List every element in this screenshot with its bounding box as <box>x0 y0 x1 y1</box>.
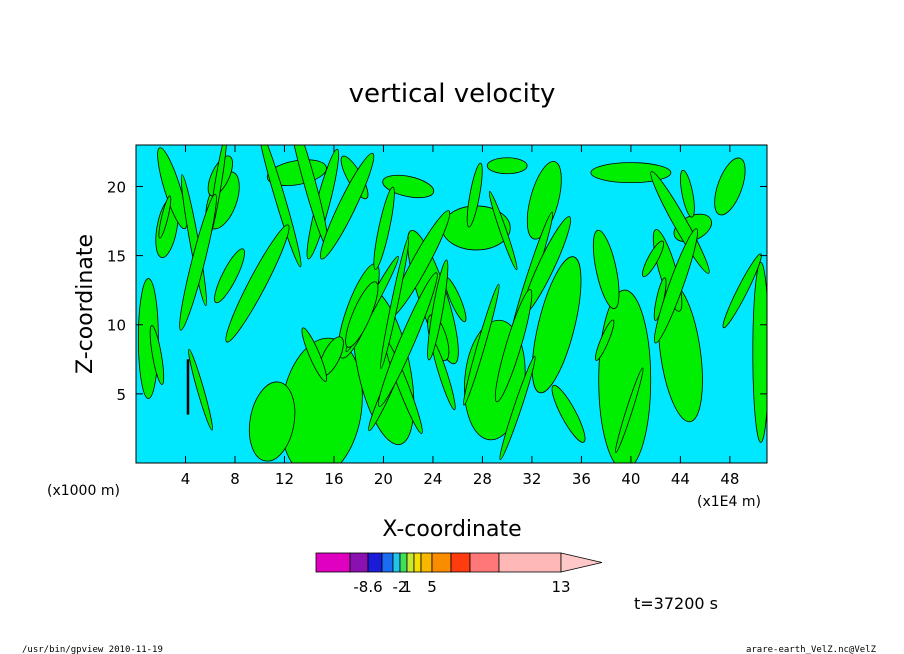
positive-velocity-region <box>526 161 562 240</box>
time-label: t=37200 s <box>634 594 718 613</box>
positive-velocity-region <box>531 256 582 394</box>
y-tick-label: 10 <box>107 317 126 335</box>
colorbar-segment <box>381 552 394 573</box>
colorbar-segment <box>399 552 408 573</box>
y-axis-label: Z-coordinate <box>73 234 98 374</box>
positive-velocity-region <box>680 169 695 218</box>
x-tick-label: 20 <box>374 470 393 488</box>
x-tick-label: 40 <box>621 470 640 488</box>
x-tick-label: 48 <box>720 470 739 488</box>
x-tick-label: 4 <box>181 470 191 488</box>
positive-velocity-region <box>488 190 518 271</box>
positive-velocity-region <box>463 283 500 406</box>
colorbar-segment <box>431 552 452 573</box>
positive-velocity-region <box>592 229 620 310</box>
x-tick-label: 16 <box>324 470 343 488</box>
x-tick-label: 24 <box>423 470 442 488</box>
positive-velocity-region <box>319 152 375 260</box>
positive-velocity-region <box>466 162 483 228</box>
colorbar-arrow <box>560 552 603 573</box>
positive-velocity-region <box>149 325 165 385</box>
positive-velocity-region <box>594 319 615 361</box>
positive-velocity-region <box>225 224 290 343</box>
y-tick-label: 15 <box>107 248 126 266</box>
colorbar-segment <box>498 552 562 573</box>
x-tick-label: 32 <box>522 470 541 488</box>
positive-velocity-region <box>382 174 435 199</box>
x-axis-label: X-coordinate <box>382 517 521 542</box>
footer-left: /usr/bin/gpview 2010-11-19 <box>22 645 163 654</box>
positive-velocity-region <box>378 272 438 407</box>
x-tick-label: 44 <box>671 470 690 488</box>
colorbar-segment <box>315 552 351 573</box>
positive-velocity-region <box>214 248 245 304</box>
y-tick-label: 20 <box>107 178 126 196</box>
colorbar: -8.6 -21 5 13 <box>315 552 603 596</box>
strong-streak <box>186 359 190 415</box>
positive-velocity-region <box>722 253 762 329</box>
colorbar-label: 13 <box>551 578 570 596</box>
x-tick-label: 8 <box>230 470 240 488</box>
positive-velocity-region <box>714 157 746 216</box>
positive-velocity-region <box>380 237 410 369</box>
x-tick-label: 36 <box>572 470 591 488</box>
positive-velocity-region <box>157 147 188 230</box>
colorbar-label: -8.6 <box>353 578 382 596</box>
positive-velocity-region <box>499 355 536 461</box>
plot-area <box>135 144 768 464</box>
x-unit-right: (x1E4 m) <box>697 494 761 510</box>
x-tick-label: 12 <box>275 470 294 488</box>
positive-velocity-region <box>158 195 172 239</box>
colorbar-segment <box>367 552 383 573</box>
y-axis: 5 10 15 20 <box>107 178 767 404</box>
positive-velocity-region <box>137 278 159 399</box>
chart-title: vertical velocity <box>349 79 556 109</box>
colorbar-segment <box>450 552 471 573</box>
colorbar-segment <box>469 552 500 573</box>
positive-velocity-region <box>179 193 217 331</box>
x-axis: 4 8 12 16 20 24 28 32 36 40 44 48 <box>181 145 739 488</box>
positive-velocity-region <box>551 384 586 443</box>
positive-velocity-region <box>345 281 379 348</box>
positive-velocity-region <box>188 348 213 431</box>
positive-velocity-region <box>598 289 652 463</box>
colorbar-segment <box>349 552 369 573</box>
positive-velocity-region <box>642 240 665 278</box>
plot-frame <box>135 144 768 464</box>
velocity-field <box>137 145 767 463</box>
colorbar-segment <box>413 552 422 573</box>
positive-velocity-region <box>494 289 533 403</box>
colorbar-segment <box>420 552 433 573</box>
footer-right: arare-earth_VelZ.nc@VelZ <box>746 645 877 654</box>
positive-velocity-region <box>248 381 296 462</box>
positive-velocity-region <box>615 367 644 453</box>
colorbar-segment <box>406 552 415 573</box>
x-tick-label: 28 <box>473 470 492 488</box>
positive-velocity-region <box>258 145 302 268</box>
colorbar-label: -2 <box>393 578 408 596</box>
positive-velocity-region <box>654 228 698 344</box>
positive-velocity-region <box>427 259 449 361</box>
x-unit-left: (x1000 m) <box>47 483 120 499</box>
positive-velocity-region <box>373 186 395 270</box>
colorbar-label: 5 <box>427 578 437 596</box>
positive-velocity-region <box>752 262 767 443</box>
positive-velocity-region <box>486 157 528 175</box>
positive-velocity-region <box>301 327 327 382</box>
y-tick-label: 5 <box>116 386 126 404</box>
colorbar-segment <box>392 552 401 573</box>
positive-velocity-region <box>590 162 672 184</box>
colorbar-label: 1 <box>402 578 412 596</box>
